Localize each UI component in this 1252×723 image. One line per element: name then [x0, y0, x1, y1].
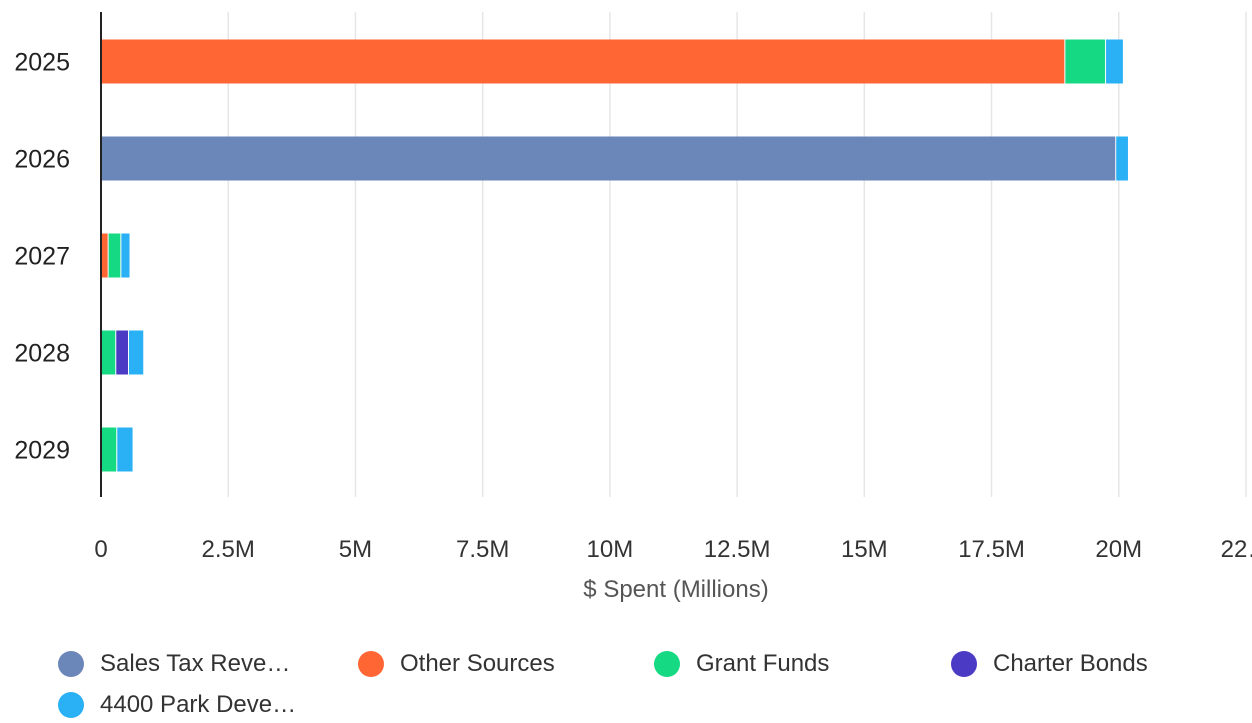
bar-segment[interactable] [121, 233, 130, 278]
bar-segment[interactable] [117, 427, 133, 472]
x-tick-label: 5M [339, 536, 372, 563]
legend-item[interactable]: Grant Funds [654, 646, 829, 682]
bar-segment[interactable] [108, 233, 121, 278]
legend-item[interactable]: 4400 Park Deve… [58, 687, 296, 723]
x-tick-label: 17.5M [958, 536, 1025, 563]
x-tick-label: 0 [94, 536, 107, 563]
legend-item[interactable]: Charter Bonds [951, 646, 1148, 682]
legend-item[interactable]: Sales Tax Reve… [58, 646, 290, 682]
x-tick-label: 2.5M [202, 536, 255, 563]
category-label: 2026 [14, 146, 70, 174]
bar-segment[interactable] [101, 330, 116, 375]
bar-segment[interactable] [101, 233, 108, 278]
category-labels: 2025 2026 2027 2028 2029 [14, 49, 70, 465]
legend-color-dot [358, 651, 384, 677]
legend-label: Sales Tax Reve… [100, 650, 291, 677]
bar-segment[interactable] [128, 330, 144, 375]
legend-color-dot [951, 651, 977, 677]
legend-color-dot [58, 651, 84, 677]
bar-segment[interactable] [101, 136, 1116, 181]
legend-label: 4400 Park Deve… [100, 691, 297, 718]
legend-label: Charter Bonds [993, 650, 1148, 677]
legend-item[interactable]: Other Sources [358, 646, 555, 682]
x-axis-tick-labels: 0 2.5M 5M 7.5M 10M 12.5M 15M 17.5M 20M 22… [94, 536, 1252, 563]
bars [101, 39, 1128, 472]
category-label: 2027 [14, 243, 70, 271]
bar-chart: 2025 2026 2027 2028 2029 0 2.5M 5M 7.5M 10M 12.5M… [14, 12, 1252, 603]
x-tick-label: 20M [1095, 536, 1142, 563]
bar-segment[interactable] [101, 427, 117, 472]
category-label: 2029 [14, 437, 70, 465]
bar-segment[interactable] [101, 39, 1065, 84]
category-label: 2025 [14, 49, 70, 77]
x-tick-label: 10M [587, 536, 634, 563]
legend-label: Other Sources [400, 650, 555, 677]
x-axis-title: $ Spent (Millions) [583, 576, 768, 603]
bar-segment[interactable] [1116, 136, 1128, 181]
x-tick-label: 7.5M [456, 536, 509, 563]
x-tick-label: 12.5M [704, 536, 771, 563]
legend-label: Grant Funds [696, 650, 830, 677]
bar-segment[interactable] [1106, 39, 1123, 84]
x-tick-label: 22… [1221, 536, 1252, 563]
legend-color-dot [58, 692, 84, 718]
bar-segment[interactable] [1065, 39, 1106, 84]
category-label: 2028 [14, 340, 70, 368]
gridlines [227, 12, 1247, 497]
bar-segment[interactable] [116, 330, 128, 375]
x-tick-label: 15M [841, 536, 888, 563]
legend-color-dot [654, 651, 680, 677]
